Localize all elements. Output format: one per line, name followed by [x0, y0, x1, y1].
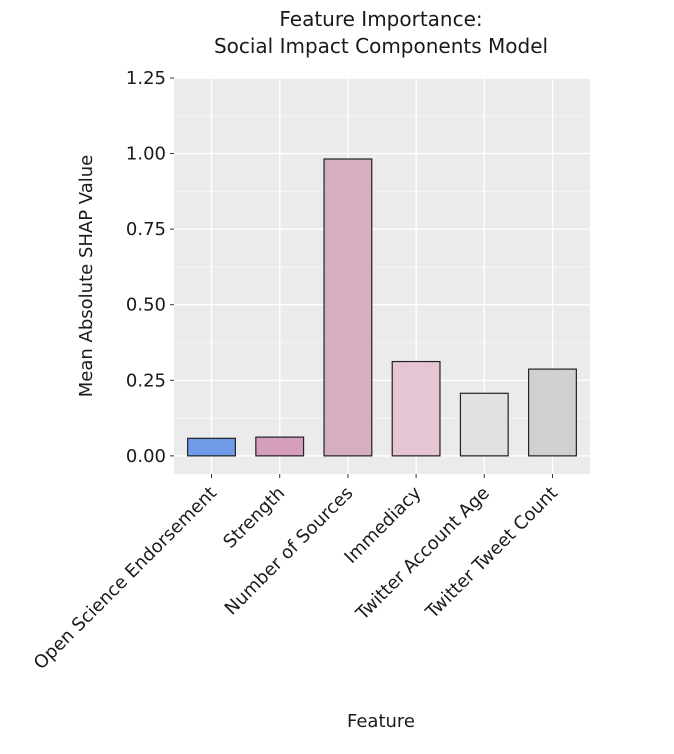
bar-twitter-account-age [459, 392, 509, 457]
x-tick-label: Strength [219, 483, 289, 553]
x-tick-label: Open Science Endorsement [30, 483, 221, 674]
x-axis-label: Feature [347, 711, 415, 732]
y-tick-label: 0.75 [126, 219, 166, 240]
plot-panel [174, 78, 590, 474]
y-tick-label: 0.00 [126, 446, 166, 467]
y-tick-label: 0.25 [126, 370, 166, 391]
y-tick-label: 1.25 [126, 68, 166, 89]
y-axis-label: Mean Absolute SHAP Value [76, 155, 97, 397]
bar-twitter-tweet-count [528, 368, 577, 457]
x-tick-label: Twitter Tweet Count [421, 483, 562, 624]
bar-immediacy [391, 360, 441, 457]
chart-title-line-1: Feature Importance: [279, 7, 482, 31]
bar-open-science-endorsement [187, 437, 236, 457]
y-axis-ticks: 0.00 0.25 0.50 0.75 1.00 1.25 [126, 68, 174, 467]
x-tick-label: Twitter Account Age [352, 483, 494, 625]
x-tick-label: Number of Sources [221, 483, 358, 620]
chart-title-line-2: Social Impact Components Model [214, 34, 548, 58]
bar-strength [255, 436, 305, 457]
y-tick-label: 1.00 [126, 144, 166, 165]
bars [187, 158, 577, 457]
y-tick-label: 0.50 [126, 295, 166, 316]
bar-number-of-sources [323, 158, 373, 457]
